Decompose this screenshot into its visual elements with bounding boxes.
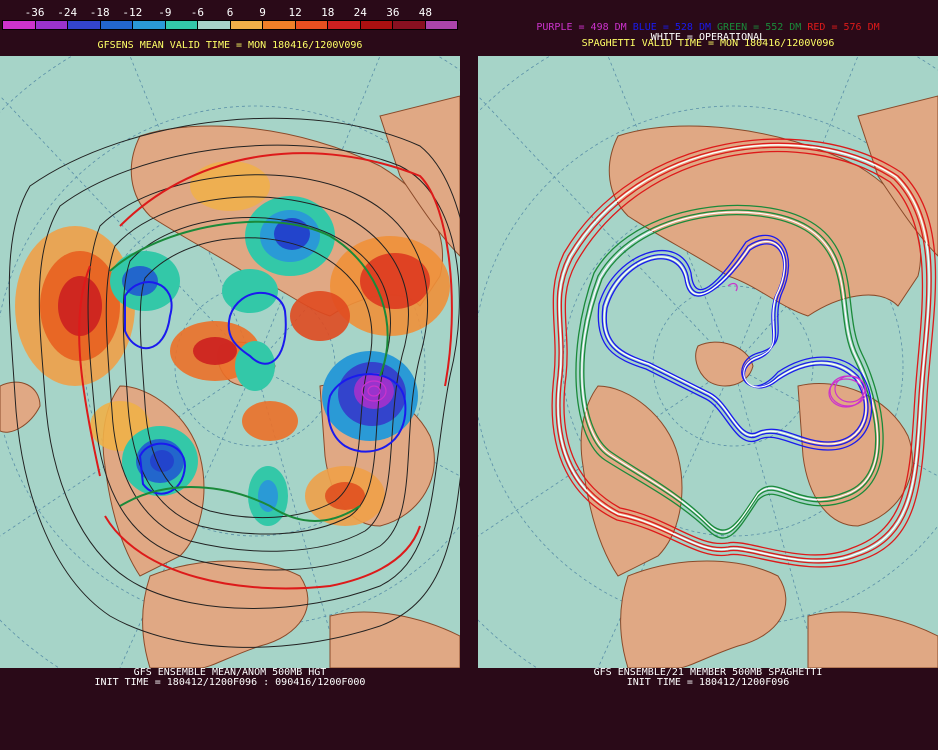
- operational-note: WHITE = OPERATIONAL: [650, 32, 766, 43]
- colorbar-tick-label: 6: [226, 6, 234, 19]
- colorbar-tick-label: -24: [57, 6, 78, 19]
- colorbar-segment: [263, 21, 296, 29]
- blue-528-contours: [597, 234, 873, 451]
- colorbar-tick-label: 36: [386, 6, 400, 19]
- spaghetti-legend: PURPLE = 498 DM BLUE = 528 DM GREEN = 55…: [478, 22, 938, 33]
- left-footer-line2: INIT TIME = 180412/1200F096 : 090416/120…: [94, 677, 366, 688]
- operational-blue: [603, 241, 867, 445]
- operational-red: [557, 144, 930, 562]
- left-footer-line1: GFS ENSEMBLE MEAN/ANOM 500MB HGT: [133, 667, 327, 678]
- colorbar-segment: [3, 21, 36, 29]
- ensemble-mean-map: [0, 56, 460, 668]
- reference-contours: [78, 152, 453, 590]
- legend-red: RED = 576 DM: [807, 22, 880, 33]
- colorbar-tick-label: 9: [259, 6, 266, 19]
- colorbar-segment: [133, 21, 166, 29]
- legend-blue: BLUE = 528 DM: [632, 22, 711, 33]
- positive-anomalies: [15, 161, 450, 526]
- colorbar-tick-label: -18: [89, 6, 110, 19]
- colorbar-tick-label: -9: [158, 6, 172, 19]
- right-footer-line2: INIT TIME = 180412/1200F096: [626, 677, 790, 688]
- colorbar-tick-label: -6: [190, 6, 205, 19]
- colorbar-segment: [425, 21, 457, 29]
- ensemble-mean-panel: -36 -24 -18 -12 -9 -6 6 9 12 18 24 36 48 GFSENS MEAN…: [0, 0, 460, 750]
- colorbar-segment: [165, 21, 198, 29]
- left-valid-time-title: GFSENS MEAN VALID TIME = MON 180416/1200…: [97, 40, 363, 51]
- operational-green: [581, 211, 879, 533]
- colorbar-tick-label: 24: [353, 6, 367, 19]
- legend-purple: PURPLE = 498 DM: [536, 22, 627, 33]
- legend-green: GREEN = 552 DM: [717, 22, 802, 33]
- landmasses: [580, 95, 938, 668]
- colorbar-tick-label: -12: [122, 6, 143, 19]
- colorbar-ticks: -36 -24 -18 -12 -9 -6 6 9 12 18 24 36 48: [2, 6, 458, 19]
- colorbar-segment: [198, 21, 231, 29]
- colorbar-tick-label: -36: [24, 6, 45, 19]
- spaghetti-map: [478, 56, 938, 668]
- colorbar-segment: [35, 21, 68, 29]
- right-footer-line1: GFS ENSEMBLE/21 MEMBER 500MB SPAGHETTI: [593, 667, 823, 678]
- colorbar-segment: [328, 21, 361, 29]
- purple-498-contours: [727, 282, 867, 408]
- colorbar-segment: [100, 21, 133, 29]
- spaghetti-panel: PURPLE = 498 DM BLUE = 528 DM GREEN = 55…: [478, 0, 938, 750]
- green-552-contours: [575, 204, 884, 539]
- colorbar-tick-label: 48: [418, 6, 433, 19]
- colorbar-segment: [393, 21, 426, 29]
- colorbar-tick-label: 12: [288, 6, 302, 19]
- red-576-contours: [551, 138, 937, 568]
- colorbar-segment: [230, 21, 263, 29]
- colorbar-segment: [68, 21, 101, 29]
- anomaly-colorbar: [2, 20, 458, 30]
- height-contours: [8, 117, 460, 648]
- low-center: [361, 380, 387, 402]
- colorbar-tick-label: 18: [321, 6, 335, 19]
- colorbar-segment: [295, 21, 328, 29]
- right-valid-time-title: SPAGHETTI VALID TIME = MON 180416/1200V0…: [581, 38, 835, 49]
- colorbar-segment: [360, 21, 393, 29]
